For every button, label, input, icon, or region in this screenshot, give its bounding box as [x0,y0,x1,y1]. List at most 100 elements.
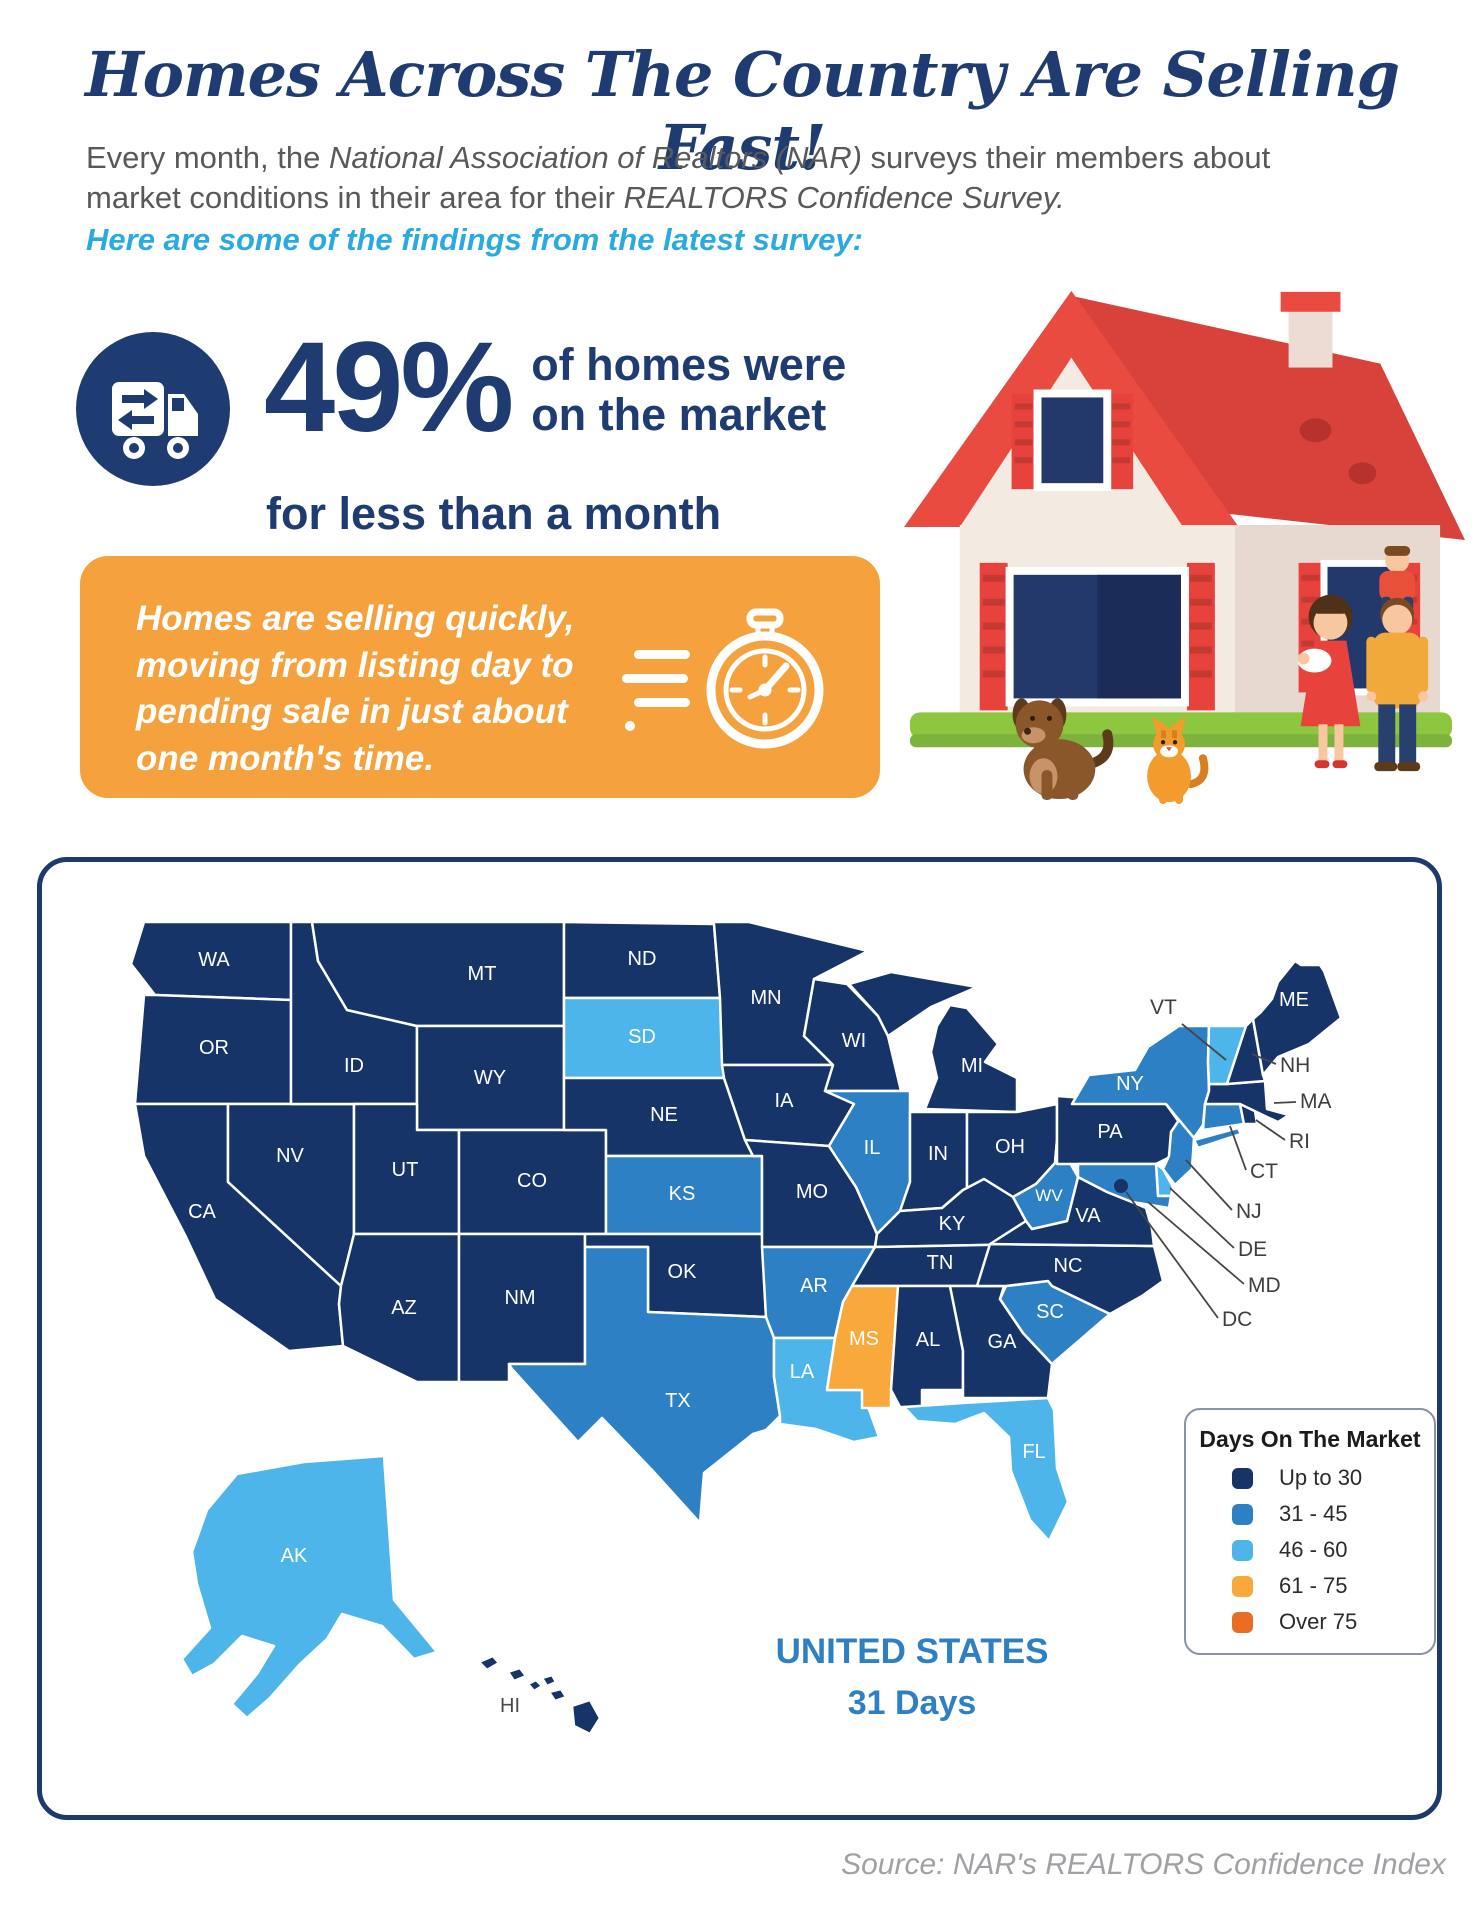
page-title: Homes Across The Country Are Selling Fas… [85,38,1400,184]
state-label-KS: KS [669,1183,696,1205]
state-label-CT: CT [1250,1160,1278,1183]
state-label-MT: MT [468,963,497,985]
state-NC [975,1242,1165,1316]
callout-line-MA [1273,1101,1297,1104]
map-legend: Days On The Market Up to 30 31 - 45 46 - 6… [1184,1408,1436,1655]
callout-line-MD [1147,1201,1245,1285]
stat-caption-line1: of homes were [531,339,847,390]
legend-swatch [1232,1611,1253,1633]
state-label-DC: DC [1222,1308,1252,1331]
state-label-AR: AR [800,1275,828,1297]
state-label-MN: MN [750,987,781,1009]
state-label-OR: OR [199,1037,229,1059]
house-family-pets-illustration [903,290,1465,805]
state-DC [1114,1179,1128,1193]
state-label-TN: TN [927,1252,954,1274]
state-label-WI: WI [842,1030,866,1052]
state-AK [180,1454,439,1720]
callout-line-NH [1251,1053,1277,1065]
state-VT [1206,1024,1248,1086]
stat-value: 49% [264,316,514,459]
state-label-KY: KY [939,1213,966,1235]
state-label-VA: VA [1075,1205,1101,1227]
intro-mid: surveys their members about market condi… [86,140,1271,215]
state-label-WV: WV [1035,1186,1063,1205]
legend-swatch [1232,1539,1253,1561]
findings-lead-in: Here are some of the findings from the l… [86,222,863,257]
state-label-LA: LA [790,1361,815,1383]
legend-item-label: 61 - 75 [1279,1573,1348,1598]
state-label-ND: ND [628,948,657,970]
state-label-AL: AL [916,1329,940,1351]
national-summary-label: UNITED STATES [775,1632,1049,1671]
state-HI [477,1654,602,1736]
national-summary: UNITED STATES 31 Days [742,1632,1082,1723]
state-MT [310,920,566,1028]
state-label-NM: NM [504,1287,535,1309]
state-label-AZ: AZ [391,1297,417,1319]
callout-line-VT [1181,1023,1227,1061]
legend-item: 61 - 75 [1232,1573,1434,1599]
legend-item-label: Over 75 [1279,1609,1358,1634]
state-label-FL: FL [1022,1441,1045,1463]
state-label-MA: MA [1300,1090,1332,1113]
state-label-MI: MI [961,1055,983,1077]
state-label-NJ: NJ [1236,1200,1262,1223]
stat-block: 49% of homes were on the market for less… [76,316,856,540]
map-panel: WA OR CA NV ID MT WY UT CO AZ NM ND SD NE KS OK TX MN IA MO… [37,857,1442,1820]
legend-item: 31 - 45 [1232,1501,1434,1527]
stopwatch-icon [622,608,824,749]
legend-item-label: Up to 30 [1279,1465,1363,1490]
callout-line-CT [1229,1125,1247,1171]
state-label-DE: DE [1238,1238,1267,1261]
state-label-SC: SC [1036,1301,1064,1323]
callout-line-DC [1125,1191,1219,1319]
source-credit: Source: NAR's REALTORS Confidence Index [841,1848,1446,1881]
state-label-HI: HI [500,1695,520,1717]
state-label-SD: SD [628,1026,656,1048]
legend-item-label: 46 - 60 [1279,1537,1348,1562]
stat-caption-line2: on the market [531,389,827,441]
callout-line-NJ [1185,1159,1233,1211]
legend-title: Days On The Market [1199,1426,1421,1452]
state-ME [1251,959,1343,1077]
state-label-AK: AK [281,1545,308,1567]
intro-paragraph: Every month, the National Association of… [86,138,1276,217]
state-label-UT: UT [392,1159,419,1181]
state-NJ [1161,1118,1196,1187]
state-label-RI: RI [1289,1130,1310,1153]
state-label-IA: IA [775,1090,795,1112]
main-window [979,562,1215,711]
state-label-PA: PA [1097,1121,1123,1143]
state-label-NY: NY [1116,1073,1144,1095]
state-label-GA: GA [988,1331,1018,1353]
intro-pre: Every month, the [86,140,329,175]
state-label-MD: MD [1248,1274,1281,1297]
state-label-NH: NH [1280,1054,1310,1077]
state-label-MO: MO [796,1181,828,1203]
legend-item: Over 75 [1232,1609,1434,1635]
state-label-NC: NC [1054,1255,1083,1277]
mom-and-baby [1297,594,1361,769]
state-label-CO: CO [517,1170,547,1192]
state-label-NV: NV [276,1145,304,1167]
state-label-MS: MS [849,1328,879,1350]
legend-item: Up to 30 [1232,1465,1434,1491]
legend-item-label: 31 - 45 [1279,1501,1348,1526]
callout-text: Homes are selling quickly, moving from l… [136,599,575,778]
stat-caption-line3: for less than a month [266,488,722,539]
dad-and-kid [1366,545,1429,772]
state-label-ID: ID [344,1055,364,1077]
legend-item: 46 - 60 [1232,1537,1434,1563]
intro-em1: National Association of Realtors (NAR) [328,140,862,175]
state-TX [507,1245,782,1525]
state-label-OH: OH [995,1136,1025,1158]
callout-box: Homes are selling quickly, moving from l… [80,556,880,798]
gable-window [1011,389,1134,492]
state-label-WA: WA [198,949,230,971]
state-label-NE: NE [650,1104,678,1126]
us-choropleth-map: WA OR CA NV ID MT WY UT CO AZ NM ND SD NE KS OK TX MN IA MO… [129,920,1343,1736]
state-label-IL: IL [864,1137,881,1159]
state-label-IN: IN [928,1143,948,1165]
state-label-TX: TX [665,1390,691,1412]
